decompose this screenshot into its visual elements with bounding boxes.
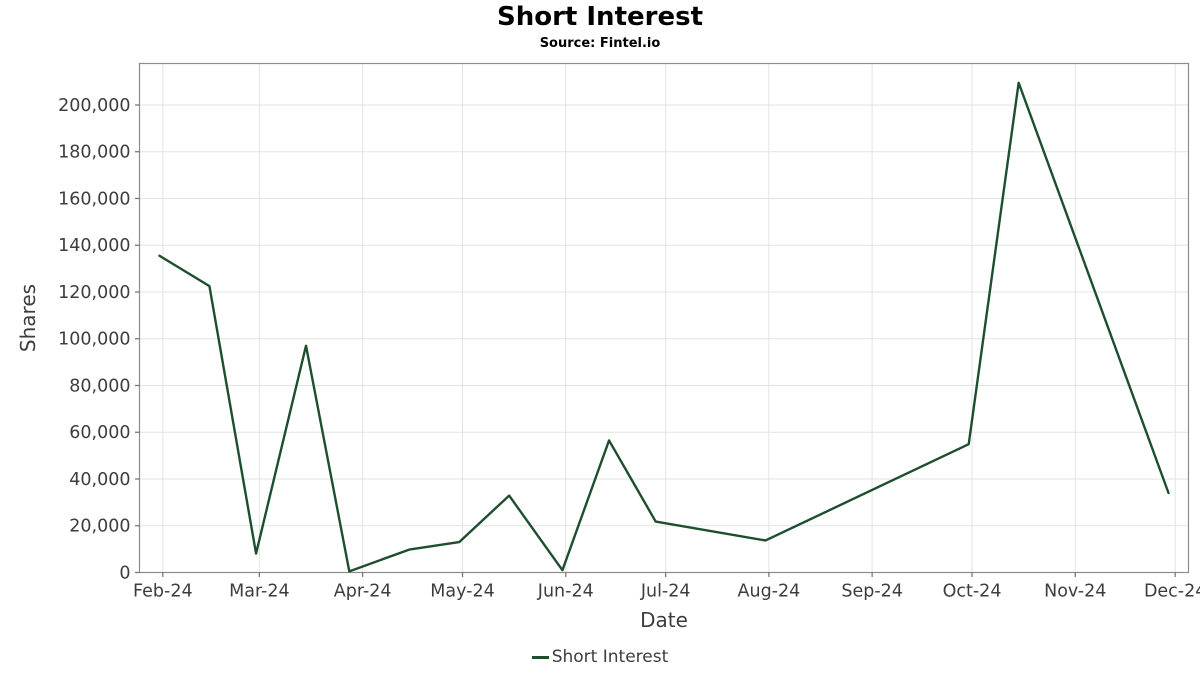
x-tick-label: Mar-24 — [229, 582, 289, 602]
x-axis-title: Date — [640, 608, 688, 632]
y-tick-label: 60,000 — [69, 423, 130, 443]
y-tick-label: 200,000 — [58, 96, 130, 116]
y-tick-label: 40,000 — [69, 470, 130, 490]
x-tick-label: Aug-24 — [738, 582, 801, 602]
x-tick-label: Sep-24 — [841, 582, 903, 602]
y-tick-label: 140,000 — [58, 236, 130, 256]
y-tick-label: 160,000 — [58, 189, 130, 209]
chart-source: Source: Fintel.io — [539, 36, 661, 51]
x-tick-label: Feb-24 — [133, 582, 193, 602]
x-tick-label: May-24 — [430, 582, 494, 602]
legend-line-swatch — [531, 655, 549, 659]
y-tick-label: 80,000 — [69, 376, 130, 396]
plot-border — [138, 62, 1190, 574]
x-tick-label: Dec-24 — [1144, 582, 1200, 602]
y-tick-label: 120,000 — [58, 283, 130, 303]
y-tick-label: 100,000 — [58, 330, 130, 350]
x-tick-label: Jul-24 — [640, 582, 691, 602]
series-line-short-interest — [158, 81, 1170, 573]
chart-title: Short Interest — [496, 2, 703, 32]
legend: Short Interest — [0, 647, 1200, 667]
y-tick-label: 0 — [119, 564, 130, 584]
x-tick-label: Jun-24 — [537, 582, 594, 602]
legend-label: Short Interest — [551, 647, 669, 667]
x-tick-label: Oct-24 — [943, 582, 1002, 602]
y-tick-label: 180,000 — [58, 143, 130, 163]
x-tick-label: Apr-24 — [334, 582, 392, 602]
y-tick-label: 20,000 — [69, 517, 130, 537]
x-tick-label: Nov-24 — [1044, 582, 1106, 602]
